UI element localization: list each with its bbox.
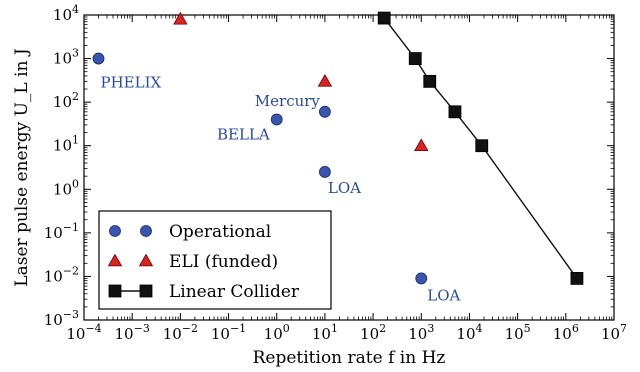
square-data-point xyxy=(408,52,422,65)
x-tick-label: 10−3 xyxy=(115,322,150,343)
series-line-linear-collider xyxy=(383,17,578,279)
y-tick-label: 104 xyxy=(53,3,79,24)
circle-data-point xyxy=(92,52,105,65)
square-data-point xyxy=(377,11,391,25)
x-tick-label: 100 xyxy=(264,322,290,343)
circle-data-point xyxy=(270,113,283,126)
data-marks xyxy=(92,11,584,285)
x-tick-label: 102 xyxy=(360,322,386,343)
annotation-label: Mercury xyxy=(255,92,321,110)
circle-data-point xyxy=(319,166,331,178)
legend-triangle-marker xyxy=(138,253,154,267)
x-tick-label: 10−1 xyxy=(211,322,246,343)
circle-data-point xyxy=(319,105,331,118)
x-tick-label: 106 xyxy=(553,322,579,343)
x-axis-title: Repetition rate f in Hz xyxy=(253,348,446,368)
x-tick-label: 105 xyxy=(505,322,531,343)
square-data-point xyxy=(448,105,462,119)
triangle-data-point xyxy=(317,74,333,87)
x-tick-label: 104 xyxy=(456,322,482,343)
y-tick-label: 102 xyxy=(53,90,79,111)
legend-entry-label: Linear Collider xyxy=(169,282,300,302)
annotations: PHELIX Mercury BELLA LOA LOA xyxy=(101,74,461,305)
annotation-label: LOA xyxy=(328,179,361,197)
legend-circle-marker xyxy=(140,225,152,237)
y-tick-label: 101 xyxy=(53,134,79,155)
x-tick-label: 10−2 xyxy=(163,322,198,343)
y-tick-label: 100 xyxy=(53,177,79,198)
x-tick-label: 107 xyxy=(601,322,627,343)
legend-triangle-marker xyxy=(107,253,123,267)
x-tick-label: 103 xyxy=(408,322,434,343)
annotation-label: BELLA xyxy=(217,125,270,143)
x-tick-label: 10−4 xyxy=(66,322,101,343)
y-tick-label: 10−3 xyxy=(44,308,79,329)
y-axis-title: Laser pulse energy U_L in J xyxy=(12,48,32,287)
y-tick-label: 10−2 xyxy=(44,264,79,285)
legend-entry-label: Operational xyxy=(169,222,271,242)
legend-square-marker xyxy=(139,284,153,298)
square-data-point xyxy=(570,272,584,285)
legend-box xyxy=(98,210,332,310)
legend-circle-marker xyxy=(109,225,121,237)
plot-frame xyxy=(83,14,615,321)
legend-entry-label: ELI (funded) xyxy=(169,252,278,272)
x-tick-label: 101 xyxy=(312,322,338,343)
legend-square-marker xyxy=(108,284,122,298)
triangle-data-point xyxy=(414,138,429,151)
annotation-label: LOA xyxy=(427,286,460,304)
legend: Operational ELI (funded) Linear Collider xyxy=(98,210,332,310)
ticks: 10−4 10−3 10−2 10−1 100 101 102 103 104 105 106 107… xyxy=(44,3,627,343)
square-data-point xyxy=(423,74,437,88)
triangle-data-point xyxy=(173,11,188,25)
y-tick-label: 103 xyxy=(53,47,79,68)
circle-data-point xyxy=(415,272,428,285)
square-data-point xyxy=(475,139,489,153)
annotation-label: PHELIX xyxy=(101,74,162,92)
axis-titles: Repetition rate f in Hz Laser pulse energ… xyxy=(12,48,445,368)
plot-area xyxy=(83,14,615,321)
y-tick-label: 10−1 xyxy=(44,221,79,242)
